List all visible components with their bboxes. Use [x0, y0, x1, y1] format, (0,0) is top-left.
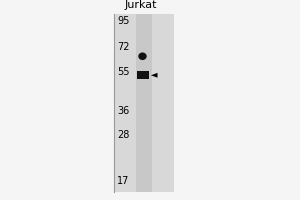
Text: 36: 36: [118, 106, 130, 116]
Text: 28: 28: [117, 130, 130, 140]
Text: 95: 95: [117, 16, 130, 26]
Ellipse shape: [138, 52, 147, 60]
Text: 17: 17: [117, 176, 130, 186]
Bar: [114, 14, 174, 192]
Bar: [136, 71, 148, 79]
Polygon shape: [151, 73, 158, 78]
Bar: [136, 14, 152, 192]
Text: 55: 55: [117, 67, 130, 77]
Text: 72: 72: [117, 42, 130, 52]
Text: Jurkat: Jurkat: [125, 0, 157, 10]
